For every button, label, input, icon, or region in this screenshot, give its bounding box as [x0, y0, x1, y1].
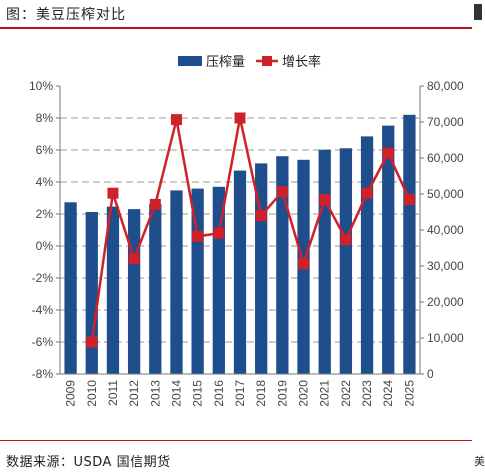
x-tick-label: 2011 — [106, 380, 120, 406]
bar-layer — [64, 114, 416, 375]
rate-marker-2022 — [340, 234, 352, 246]
source-note: 数据来源：USDA 国信期货 — [6, 455, 171, 470]
left-tick-label: 6% — [36, 143, 54, 157]
right-tick-label: 60,000 — [427, 151, 464, 165]
x-tick-label: 2023 — [360, 380, 374, 407]
x-tick-label: 2018 — [254, 380, 268, 407]
right-tick-label: 20,000 — [427, 295, 464, 309]
line-layer — [86, 112, 415, 348]
right-tick-label: 50,000 — [427, 187, 464, 201]
left-tick-label: 2% — [36, 207, 54, 221]
left-tick-label: 4% — [36, 175, 54, 189]
right-tick-label: 10,000 — [427, 331, 464, 345]
left-tick-label: 10% — [29, 79, 53, 93]
x-tick-label: 2015 — [191, 380, 205, 407]
x-tick-label: 2013 — [148, 380, 162, 407]
bar-crush-2009 — [64, 202, 77, 374]
source-rule — [0, 440, 472, 441]
bar-crush-2024 — [382, 125, 395, 374]
legend-bar-swatch — [178, 56, 202, 66]
rate-marker-2014 — [170, 114, 182, 126]
rate-marker-2016 — [213, 227, 225, 239]
right-tick-label: 30,000 — [427, 259, 464, 273]
x-tick-label: 2009 — [64, 380, 78, 407]
x-tick-label: 2022 — [339, 380, 353, 407]
legend-line-label: 增长率 — [282, 54, 321, 70]
bar-crush-2025 — [403, 114, 416, 375]
bar-crush-2017 — [233, 170, 247, 374]
soy-crush-chart: -8% -6% -4% -2% 0% 2% 4% 6% 8% 10% 0 10,000 20,000 30… — [29, 54, 464, 407]
right-tick-label: 80,000 — [427, 79, 464, 93]
x-tick-label: 2024 — [381, 380, 395, 407]
title-rule — [0, 27, 472, 29]
x-tick-label: 2017 — [233, 380, 247, 407]
corner-text: 美 — [474, 455, 485, 468]
bar-crush-2021 — [318, 149, 331, 374]
legend-line-marker — [262, 56, 272, 66]
rate-marker-2021 — [319, 194, 331, 206]
x-tick-label: 2021 — [318, 380, 332, 407]
bar-crush-2012 — [127, 209, 141, 374]
rate-marker-2023 — [361, 187, 373, 199]
rate-marker-2017 — [234, 112, 246, 124]
left-tick-label: -4% — [32, 303, 54, 317]
bar-crush-2019 — [276, 156, 289, 374]
x-tick-label: 2012 — [127, 380, 141, 407]
rate-marker-2025 — [403, 194, 415, 206]
bar-crush-2014 — [170, 190, 183, 374]
rate-marker-2010 — [86, 336, 98, 348]
left-tick-label: -8% — [32, 367, 54, 381]
rate-marker-2020 — [298, 258, 310, 270]
x-tick-label: 2016 — [212, 380, 226, 407]
rate-marker-2024 — [382, 147, 394, 159]
bar-crush-2010 — [85, 212, 98, 374]
bar-crush-2011 — [106, 206, 120, 374]
right-tick-label: 0 — [427, 367, 434, 381]
bar-crush-2023 — [360, 136, 374, 374]
left-tick-label: 8% — [36, 111, 54, 125]
legend-bar-label: 压榨量 — [206, 54, 245, 70]
rate-marker-2013 — [149, 198, 161, 210]
axis-layer: -8% -6% -4% -2% 0% 2% 4% 6% 8% 10% 0 10,000 20,000 30… — [29, 79, 464, 407]
rate-marker-2019 — [276, 186, 288, 198]
bar-crush-2013 — [149, 204, 162, 374]
right-tick-label: 70,000 — [427, 115, 464, 129]
x-tick-label: 2025 — [402, 380, 416, 407]
x-tick-label: 2014 — [169, 380, 183, 407]
left-tick-label: -6% — [32, 335, 54, 349]
left-tick-label: -2% — [32, 271, 54, 285]
rate-marker-2018 — [255, 210, 267, 222]
rate-marker-2012 — [128, 253, 140, 265]
rate-marker-2011 — [107, 187, 119, 199]
growth-rate-line — [90, 117, 411, 343]
x-tick-label: 2010 — [85, 380, 99, 407]
right-tick-label: 40,000 — [427, 223, 464, 237]
left-tick-label: 0% — [36, 239, 54, 253]
x-tick-label: 2019 — [275, 380, 289, 407]
rate-marker-2015 — [192, 230, 204, 242]
figure-title: 图：美豆压榨对比 — [6, 7, 126, 23]
x-tick-label: 2020 — [297, 380, 311, 407]
corner-marker — [474, 4, 482, 20]
legend: 压榨量 增长率 — [178, 54, 321, 70]
bar-crush-2022 — [339, 148, 353, 374]
